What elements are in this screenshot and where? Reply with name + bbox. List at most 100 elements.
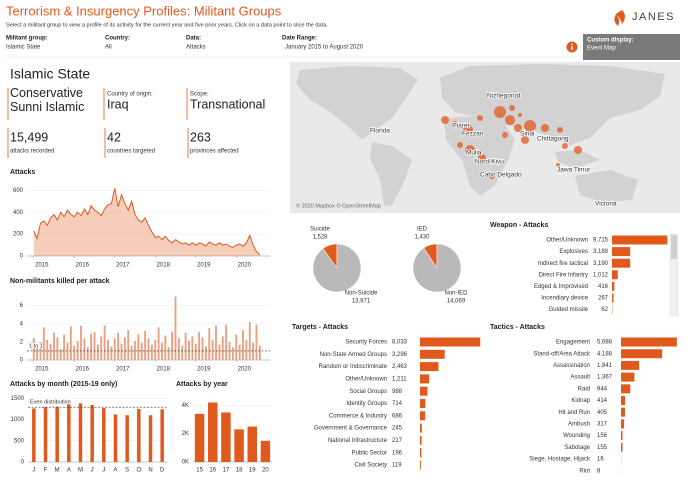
category-label: Stand-off/Area Attack: [533, 351, 591, 357]
logo-mark: [614, 10, 625, 26]
bar: [150, 344, 153, 360]
category-label: Ambush: [568, 421, 590, 427]
bar: [238, 344, 241, 360]
x-tick-label: J: [32, 468, 35, 474]
bar: [102, 408, 106, 462]
value-label: 2,463: [392, 364, 408, 370]
bar: [621, 372, 635, 382]
x-tick-label: 2017: [116, 263, 130, 269]
bar: [67, 401, 71, 462]
y-tick-label: 1500: [11, 396, 25, 402]
bar: [218, 344, 221, 360]
scrollbar[interactable]: [669, 233, 679, 317]
chart-title: Non-militants killed per attack: [10, 278, 110, 285]
map-label: Nizhegorod: [487, 93, 521, 100]
value-label: 267: [598, 296, 609, 302]
bar: [420, 362, 439, 372]
bar: [171, 331, 174, 360]
bar: [120, 343, 123, 360]
x-tick-label: F: [44, 468, 48, 474]
value-label: 217: [392, 438, 403, 444]
value-label: 1,211: [392, 376, 407, 382]
bar: [420, 460, 421, 470]
map-label: Jawa Timur: [557, 167, 591, 174]
bar: [147, 338, 150, 360]
stat-value: 263: [190, 130, 211, 144]
category-label: Guided missile: [549, 307, 589, 313]
bar: [76, 340, 79, 360]
bar: [86, 347, 89, 360]
custom-display-box[interactable]: [583, 34, 680, 60]
bar: [621, 360, 640, 370]
event-hotspot: [502, 132, 508, 138]
value-label: 1,841: [597, 363, 613, 369]
category-label: Commerce & Industry: [329, 413, 387, 419]
value-label: 3,188: [593, 249, 609, 255]
event-hotspot: [509, 105, 515, 111]
bar: [167, 347, 170, 360]
scrollbar-thumb[interactable]: [671, 235, 677, 259]
value-label: 414: [597, 398, 608, 404]
stat-label: countries targeted: [107, 149, 155, 155]
group-name: Islamic State: [10, 66, 90, 82]
bar: [56, 337, 59, 360]
x-tick-label: 17: [223, 468, 230, 474]
bar: [93, 331, 96, 360]
event-hotspot: [562, 143, 568, 149]
filter-value: Islamic State: [6, 45, 41, 51]
land: [440, 64, 665, 145]
bar: [255, 324, 258, 360]
value-label: 8: [597, 468, 601, 474]
bar: [43, 407, 48, 462]
map-label: Mulia: [466, 150, 482, 157]
bar: [612, 293, 614, 303]
bar: [100, 336, 103, 360]
map-label: Victoria: [595, 201, 617, 208]
bar: [123, 337, 126, 360]
value-label: 16: [597, 457, 604, 463]
x-tick-label: O: [136, 468, 141, 474]
bar: [420, 448, 422, 458]
bar: [612, 235, 668, 245]
bar: [612, 247, 631, 257]
category-label: Random or Indiscriminate: [319, 364, 388, 370]
y-tick-label: 600: [13, 188, 24, 194]
event-hotspot: [465, 145, 475, 155]
bar: [248, 321, 251, 360]
pie-label: Non-Suicide: [345, 291, 378, 297]
category-label: Non-State Armed Groups: [320, 352, 387, 358]
bar: [211, 340, 214, 360]
filter-label: Data:: [186, 36, 201, 42]
bar: [83, 338, 86, 360]
bar: [242, 330, 244, 360]
y-tick-label: 0: [20, 254, 24, 260]
x-tick-label: M: [78, 468, 83, 474]
bar: [117, 332, 120, 360]
event-hotspot: [452, 121, 458, 127]
bar: [154, 340, 157, 360]
pie-label: Suicide: [310, 227, 330, 233]
x-tick-label: 2020: [238, 263, 252, 269]
x-tick-label: 2018: [157, 367, 171, 373]
bar: [420, 386, 428, 396]
bar: [420, 349, 445, 359]
event-hotspot: [457, 142, 463, 148]
map-label: Cabo Delgado: [480, 172, 522, 179]
bar: [420, 435, 422, 445]
info-icon-dot: [571, 43, 573, 45]
value-label: 714: [392, 401, 403, 407]
x-tick-label: 20: [262, 468, 269, 474]
bar: [252, 342, 255, 360]
x-tick-label: 2018: [157, 263, 171, 269]
map-label: Florida: [370, 128, 390, 135]
map-label: Sinai: [520, 131, 534, 138]
category-label: Security Forces: [345, 340, 387, 346]
x-tick-label: 2016: [76, 263, 90, 269]
x-tick-label: S: [125, 468, 129, 474]
scope: Transnational: [190, 97, 265, 111]
bar: [96, 344, 99, 360]
category-label: Riot: [579, 468, 590, 474]
x-tick-label: 2020: [238, 367, 252, 373]
chart-title: Attacks by month (2015-19 only): [10, 381, 117, 388]
